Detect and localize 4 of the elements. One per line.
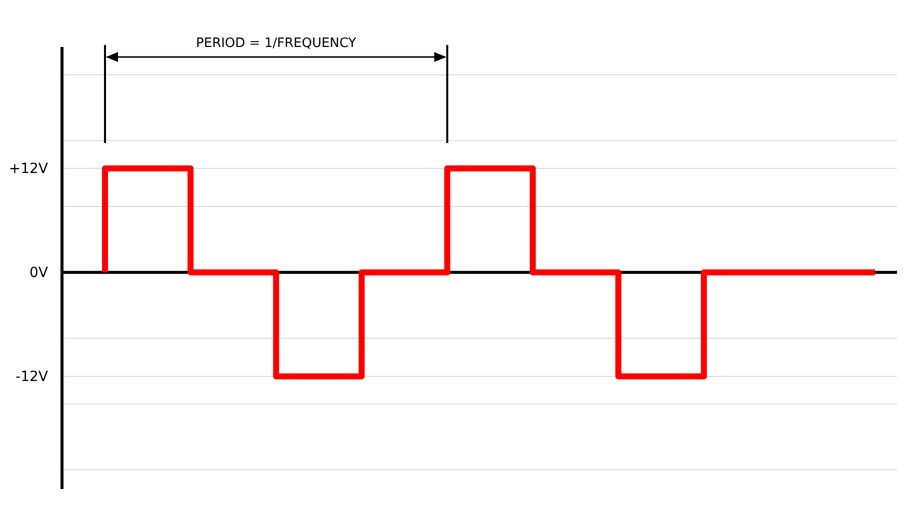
y-tick-label: -12V bbox=[16, 368, 48, 385]
annotation: PERIOD = 1/FREQUENCY bbox=[196, 36, 356, 51]
y-tick-label: +12V bbox=[8, 160, 48, 177]
y-tick-label: 0V bbox=[30, 264, 48, 281]
